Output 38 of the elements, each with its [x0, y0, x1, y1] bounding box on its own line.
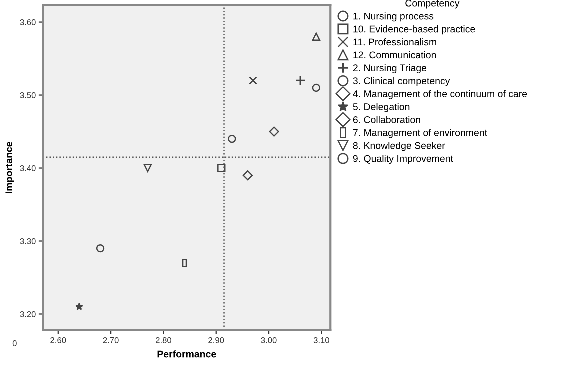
text: 0 — [12, 340, 17, 346]
legend-label: 9. Quality Improvement — [353, 155, 454, 164]
point — [269, 126, 280, 137]
legend-label: 10. Evidence-based practice — [354, 26, 476, 35]
point — [218, 164, 226, 172]
y-axis-title: Importance — [6, 142, 14, 194]
x-tick-label: 2.80 — [156, 337, 172, 344]
legend-label: 5. Delegation — [353, 103, 410, 112]
x-tick-label: 3.10 — [314, 337, 330, 344]
legend-label: 8. Knowledge Seeker — [353, 142, 446, 152]
x-axis-title: Performance — [158, 350, 216, 358]
x-tick-label: 2.60 — [50, 337, 66, 344]
point — [312, 32, 321, 41]
y-tick-label: 3.30 — [20, 238, 36, 244]
point — [312, 84, 321, 92]
y-tick-label: 3.20 — [20, 311, 36, 318]
legend-label: 6. Collaboration — [353, 116, 420, 124]
legend-label: 1. Nursing process — [354, 12, 434, 22]
legend-label: 4. Management of the continuum of care — [353, 90, 528, 100]
x-tick-label: 2.90 — [208, 337, 224, 344]
y-tick-label: 3.40 — [20, 165, 36, 172]
legend-label: 7. Management of environment — [353, 129, 488, 138]
legend-label: 11. Professionalism — [354, 38, 436, 46]
point — [96, 244, 105, 253]
point — [249, 76, 258, 85]
legend-label: 12. Communication — [354, 51, 436, 59]
y-tick-label: 3.60 — [20, 19, 36, 26]
point — [144, 164, 152, 172]
y-tick-label: 3.50 — [20, 92, 36, 98]
legend-label: 3. Clinical competency — [353, 77, 450, 86]
legend-title: Competency — [406, 0, 460, 9]
point — [76, 302, 84, 310]
point — [242, 170, 253, 181]
x-tick-label: 3.00 — [261, 337, 277, 344]
point — [295, 75, 306, 86]
point — [228, 134, 236, 144]
x-tick-label: 2.70 — [103, 337, 119, 344]
legend-label: 2. Nursing Triage — [353, 64, 427, 74]
